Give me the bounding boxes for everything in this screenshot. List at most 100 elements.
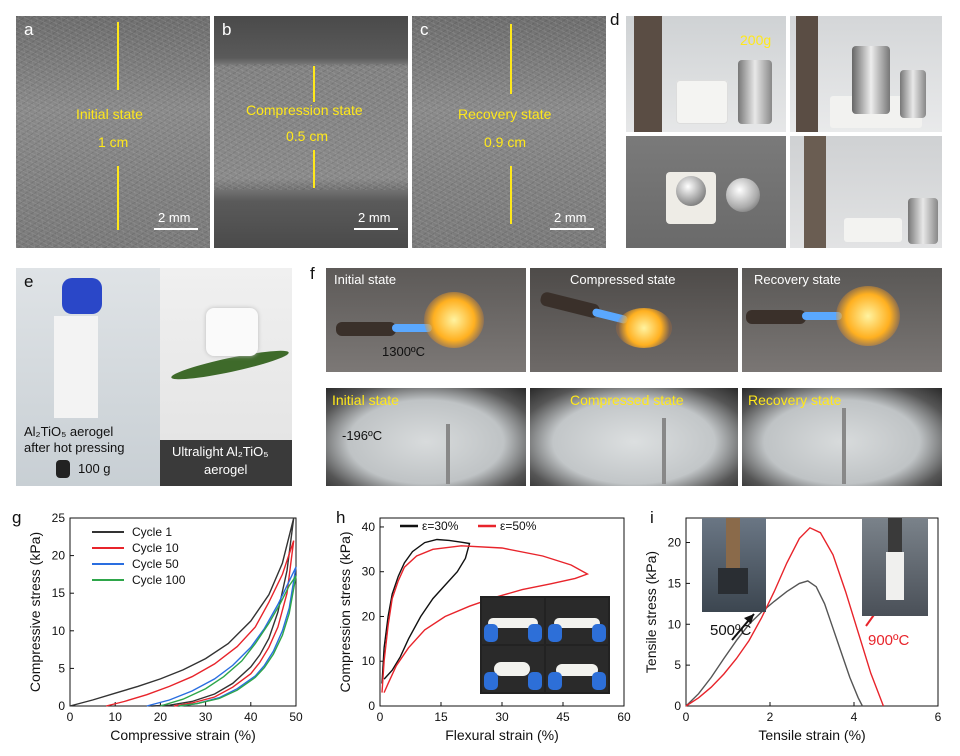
size-text-c: 0.9 cm (484, 134, 527, 150)
x-axis-label-g: Compressive strain (%) (110, 727, 255, 743)
plot-frame-g (69, 517, 297, 707)
scale-text-c: 2 mm (554, 210, 587, 225)
caption-e-right-1: Ultralight Al₂TiO₅ (172, 444, 269, 459)
panel-label-h: h (336, 508, 346, 527)
chart-i: 0 2 4 6 0 5 10 15 20 Tensile strain (%) Tensile st… (643, 517, 942, 743)
photo-f-top-2: Compressed state (530, 268, 738, 372)
inset-photo-i-left (702, 518, 766, 612)
panel-label-c: c (420, 20, 429, 39)
caption-e-right-2: aerogel (204, 462, 248, 477)
series-line-g-1 (106, 540, 295, 707)
photo-f-bottom-3: Recovery state (742, 388, 942, 486)
f-bottom-state-1: Initial state (332, 392, 399, 408)
y-tick-label-g: 15 (52, 586, 66, 600)
series-line-h-1 (381, 545, 590, 693)
f-temp-bottom: -196ºC (342, 428, 383, 443)
scale-text-b: 2 mm (358, 210, 391, 225)
annot-i-left: 500ºC (710, 622, 752, 639)
photo-d4 (790, 136, 942, 248)
photo-e-right: Ultralight Al₂TiO₅ aerogel (160, 268, 292, 486)
photo-d3 (626, 136, 786, 248)
x-axis-label-i: Tensile strain (%) (758, 727, 865, 743)
x-tick-label-g: 10 (109, 710, 123, 724)
legend-label-g-1: Cycle 10 (132, 541, 179, 555)
y-axis-label-i: Tensile stress (kPa) (643, 551, 659, 673)
x-tick-label-g: 40 (244, 710, 258, 724)
y-tick-label-g: 5 (58, 661, 65, 675)
annot-i-right: 900ºC (868, 632, 910, 649)
plot-frame-i (685, 517, 939, 707)
weight-text-e: 100 g (78, 461, 111, 476)
sem-image-b: b Compression state 0.5 cm 2 mm (214, 16, 408, 248)
legend-label-h-1: ε=50% (500, 519, 537, 533)
y-tick-label-i: 15 (668, 576, 682, 590)
y-tick-label-i: 5 (674, 658, 681, 672)
series-line-g-0 (69, 517, 295, 707)
panel-label-e: e (24, 272, 34, 291)
x-tick-label-i: 6 (935, 710, 942, 724)
series-line-i-1 (685, 526, 885, 707)
sem-image-a: a Initial state 1 cm 2 mm (16, 16, 210, 248)
f-temp-top: 1300ºC (382, 344, 426, 359)
photo-f-bottom-1: Initial state -196ºC (326, 388, 526, 486)
y-tick-label-i: 0 (674, 699, 681, 713)
state-text-b: Compression state (246, 102, 363, 118)
y-tick-label-h: 10 (362, 654, 376, 668)
f-top-state-3: Recovery state (754, 272, 841, 287)
inset-photo-i-right (862, 518, 928, 616)
x-tick-label-g: 50 (289, 710, 303, 724)
photo-d2 (790, 16, 942, 132)
x-tick-label-g: 30 (199, 710, 213, 724)
y-tick-label-g: 25 (52, 511, 66, 525)
state-text-a: Initial state (76, 106, 143, 122)
state-text-c: Recovery state (458, 106, 552, 122)
panel-label-a: a (24, 20, 34, 39)
legend-label-h-0: ε=30% (422, 519, 459, 533)
x-tick-label-h: 0 (377, 710, 384, 724)
y-tick-label-h: 40 (362, 520, 376, 534)
series-line-g-2 (146, 566, 297, 707)
x-tick-label-h: 60 (617, 710, 631, 724)
y-tick-label-h: 20 (362, 609, 376, 623)
f-bottom-state-3: Recovery state (748, 392, 842, 408)
annot-arrowhead-500 (744, 614, 754, 624)
sem-image-c: c Recovery state 0.9 cm 2 mm (412, 16, 606, 248)
y-tick-label-g: 10 (52, 624, 66, 638)
y-tick-label-g: 20 (52, 549, 66, 563)
scale-text-a: 2 mm (158, 210, 191, 225)
size-text-b: 0.5 cm (286, 128, 329, 144)
legend-label-g-0: Cycle 1 (132, 525, 172, 539)
x-tick-label-h: 30 (495, 710, 509, 724)
x-tick-label-i: 4 (851, 710, 858, 724)
photo-f-bottom-2: Compressed state (530, 388, 738, 486)
series-line-g-3 (160, 575, 297, 707)
x-tick-label-h: 15 (434, 710, 448, 724)
chart-h: 0 15 30 45 60 0 10 20 30 40 Flexural strain (%) Com… (337, 517, 631, 743)
weight-text-d: 200g (740, 32, 772, 48)
x-tick-label-g: 20 (154, 710, 168, 724)
f-bottom-state-2: Compressed state (570, 392, 684, 408)
legend-label-g-3: Cycle 100 (132, 573, 186, 587)
panel-label-f: f (310, 264, 315, 283)
panel-label-d: d (610, 10, 620, 29)
chart-g: 0 10 20 30 40 50 0 5 10 15 20 25 Compressive strain … (27, 511, 303, 743)
legend-label-g-2: Cycle 50 (132, 557, 179, 571)
series-line-h-0 (381, 538, 471, 684)
photo-e-left: e Al₂TiO₅ aerogel after hot pressing 100… (16, 268, 160, 486)
photo-d1: 200g (626, 16, 786, 132)
f-top-state-1: Initial state (334, 272, 397, 287)
y-axis-label-g: Compressive stress (kPa) (27, 532, 43, 692)
y-tick-label-i: 10 (668, 617, 682, 631)
panel-label-g: g (12, 508, 22, 527)
y-tick-label-h: 0 (368, 699, 375, 713)
inset-photo-h (480, 596, 610, 694)
f-top-state-2: Compressed state (570, 272, 676, 287)
photo-f-top-1: Initial state 1300ºC (326, 268, 526, 372)
size-text-a: 1 cm (98, 134, 129, 150)
panel-label-i: i (650, 508, 654, 527)
caption-e-left-1: Al₂TiO₅ aerogel (24, 424, 114, 439)
panel-label-b: b (222, 20, 232, 39)
series-line-i-0 (685, 580, 864, 707)
x-axis-label-h: Flexural strain (%) (445, 727, 559, 743)
photo-f-top-3: Recovery state (742, 268, 942, 372)
